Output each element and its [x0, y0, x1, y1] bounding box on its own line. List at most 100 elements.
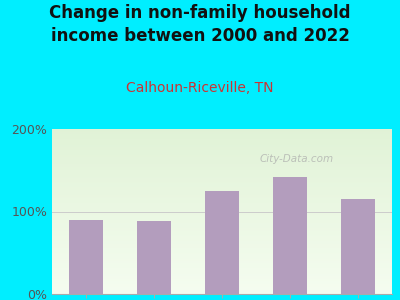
Bar [52, 130, 392, 132]
Bar [341, 199, 375, 294]
Bar [52, 139, 392, 140]
Bar [52, 208, 392, 210]
Bar [52, 221, 392, 223]
Bar [52, 254, 392, 256]
Bar [52, 284, 392, 286]
Bar [52, 183, 392, 185]
Bar [52, 233, 392, 235]
Bar [52, 172, 392, 173]
Bar [52, 218, 392, 220]
Bar [52, 272, 392, 274]
Bar [273, 177, 307, 294]
Bar [52, 187, 392, 188]
Bar [52, 266, 392, 268]
Bar [52, 212, 392, 213]
Bar [52, 147, 392, 149]
Bar [52, 251, 392, 253]
Bar [52, 203, 392, 205]
Bar [52, 182, 392, 183]
Bar [52, 236, 392, 238]
Bar [52, 170, 392, 172]
Bar [52, 159, 392, 160]
Bar [52, 193, 392, 195]
Bar [52, 132, 392, 134]
Bar [52, 283, 392, 284]
Bar [52, 205, 392, 206]
Bar [52, 230, 392, 231]
Bar [52, 215, 392, 216]
Bar [52, 292, 392, 294]
Bar [52, 210, 392, 212]
Bar [52, 220, 392, 221]
Bar [52, 268, 392, 269]
Bar [52, 238, 392, 239]
Text: Change in non-family household
income between 2000 and 2022: Change in non-family household income be… [49, 4, 351, 45]
Bar [52, 263, 392, 264]
Bar [52, 162, 392, 164]
Bar [52, 258, 392, 259]
Bar [52, 291, 392, 292]
Bar [52, 243, 392, 244]
Bar [52, 155, 392, 157]
Bar [52, 244, 392, 246]
Bar [52, 223, 392, 225]
Bar [52, 235, 392, 236]
Bar [205, 191, 239, 294]
Bar [52, 180, 392, 182]
Bar [52, 241, 392, 243]
Bar [52, 249, 392, 251]
Bar [52, 228, 392, 230]
Bar [52, 271, 392, 272]
Bar [52, 167, 392, 169]
Bar [52, 137, 392, 139]
Bar [52, 248, 392, 249]
Bar [52, 213, 392, 215]
Bar [52, 195, 392, 197]
Bar [52, 157, 392, 159]
Bar [52, 256, 392, 258]
Bar [52, 129, 392, 130]
Bar [52, 286, 392, 287]
Bar [52, 197, 392, 198]
Bar [52, 177, 392, 178]
Bar [52, 231, 392, 233]
Bar [52, 278, 392, 279]
Text: Calhoun-Riceville, TN: Calhoun-Riceville, TN [126, 81, 274, 95]
Bar [137, 221, 171, 294]
Bar [52, 165, 392, 167]
Bar [52, 173, 392, 175]
Bar [52, 178, 392, 180]
Bar [52, 261, 392, 263]
Bar [52, 198, 392, 200]
Bar [52, 274, 392, 276]
Bar [52, 164, 392, 165]
Bar [52, 188, 392, 190]
Bar [52, 134, 392, 136]
Bar [52, 202, 392, 203]
Bar [52, 142, 392, 144]
Bar [52, 289, 392, 291]
Bar [52, 140, 392, 142]
Bar [52, 144, 392, 146]
Bar [52, 160, 392, 162]
Bar [52, 150, 392, 152]
Bar [52, 281, 392, 283]
Bar [52, 169, 392, 170]
Bar [69, 220, 103, 294]
Bar [52, 264, 392, 266]
Bar [52, 253, 392, 254]
Bar [52, 287, 392, 289]
Bar [52, 269, 392, 271]
Bar [52, 192, 392, 193]
Bar [52, 190, 392, 192]
Bar [52, 279, 392, 281]
Bar [52, 225, 392, 226]
Bar [52, 259, 392, 261]
Bar [52, 149, 392, 150]
Bar [52, 206, 392, 208]
Bar [52, 246, 392, 248]
Bar [52, 200, 392, 202]
Bar [52, 175, 392, 177]
Bar [52, 216, 392, 218]
Bar [52, 136, 392, 137]
